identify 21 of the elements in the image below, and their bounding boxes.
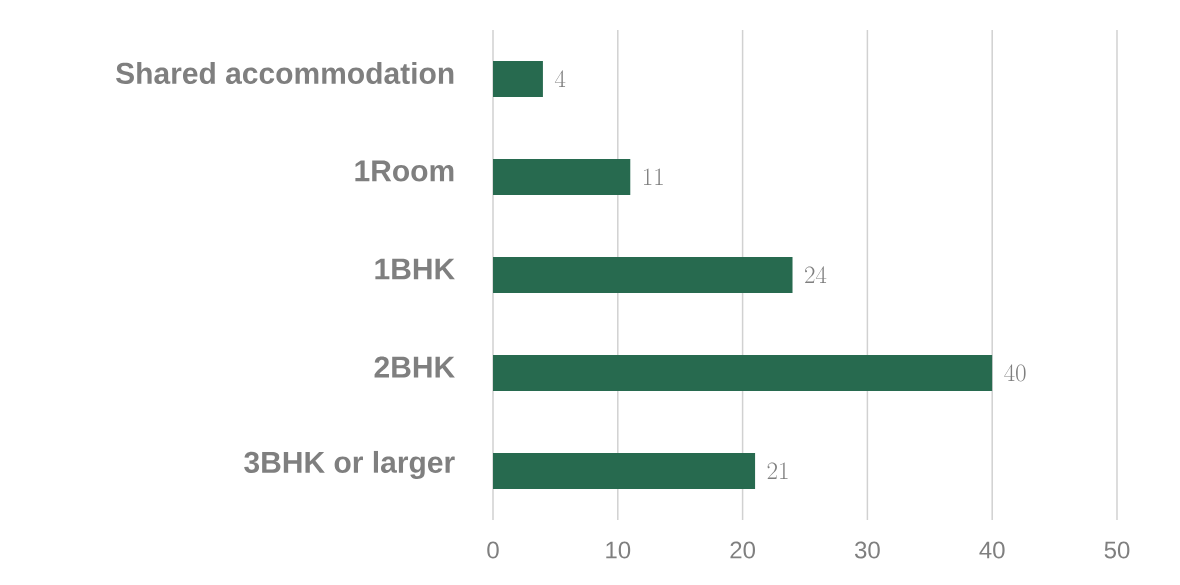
x-tick-label: 10 <box>606 541 631 559</box>
bar <box>493 61 543 97</box>
y-tick-label: 2BHK <box>374 356 455 378</box>
bar <box>493 452 756 489</box>
data-label: 4 <box>554 70 566 88</box>
y-tick-label: 1BHK <box>375 258 455 280</box>
y-tick-label: Shared accommodation <box>115 61 454 85</box>
y-tick-label: 1Room <box>355 160 454 182</box>
x-tick-label: 0 <box>487 541 499 559</box>
data-label: 24 <box>805 266 827 284</box>
data-label: 40 <box>1004 364 1026 382</box>
bar <box>493 158 631 195</box>
x-tick-label: 40 <box>979 541 1005 559</box>
x-tick-label: 50 <box>1104 541 1130 559</box>
data-label: 11 <box>643 168 663 186</box>
bar <box>493 256 793 293</box>
data-label: 21 <box>767 462 788 480</box>
x-tick-label: 20 <box>730 541 755 559</box>
y-tick-label: 3BHK or larger <box>244 450 455 480</box>
bar <box>493 354 993 391</box>
x-tick-label: 30 <box>854 541 880 559</box>
